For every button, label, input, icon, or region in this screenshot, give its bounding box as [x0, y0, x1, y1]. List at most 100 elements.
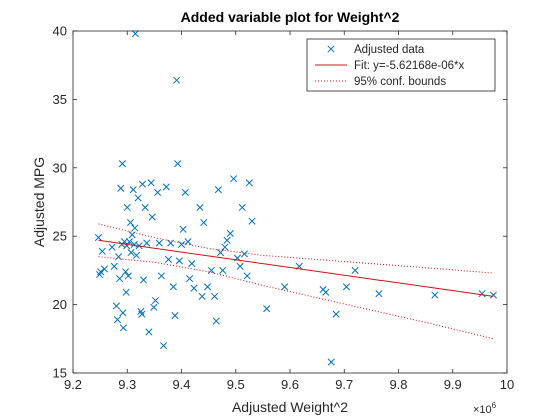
- data-point: [108, 243, 116, 251]
- data-point: [119, 324, 128, 332]
- data-point: [342, 283, 350, 291]
- data-point: [226, 229, 234, 238]
- data-point: [100, 265, 109, 273]
- x-exponent-base: ×10: [473, 404, 492, 416]
- data-point: [478, 290, 486, 298]
- y-tick-label: 35: [53, 92, 67, 107]
- data-point: [179, 225, 187, 233]
- data-point: [431, 291, 439, 299]
- data-point: [221, 243, 229, 251]
- data-point: [130, 240, 138, 248]
- confidence-bound-line: [98, 223, 494, 274]
- data-point: [489, 291, 497, 299]
- y-axis-label: Adjusted MPG: [31, 157, 47, 247]
- x-tick-label: 9.2: [64, 377, 82, 392]
- data-point: [245, 179, 253, 187]
- data-point: [175, 257, 183, 265]
- data-point: [116, 275, 124, 283]
- data-point: [122, 268, 130, 276]
- data-point: [214, 186, 222, 194]
- y-tick-label: 25: [53, 229, 67, 244]
- legend-label: Fit: y=-5.62168e-06*x: [354, 60, 465, 72]
- data-point: [157, 272, 165, 280]
- data-point: [127, 249, 135, 257]
- axes: [72, 30, 508, 374]
- data-point: [150, 303, 158, 311]
- x-tick-label: 9.4: [172, 377, 190, 392]
- x-exponent-label: ×106: [473, 401, 497, 416]
- data-point: [322, 288, 330, 296]
- legend-item: 95% conf. bounds: [315, 76, 446, 88]
- data-point: [238, 203, 246, 212]
- data-point: [281, 283, 289, 291]
- legend-label: Adjusted data: [354, 44, 425, 56]
- data-point: [181, 188, 189, 196]
- data-point: [196, 203, 204, 212]
- data-point: [145, 328, 153, 336]
- y-tick-label: 30: [53, 160, 67, 175]
- data-point: [112, 302, 120, 310]
- data-point: [351, 266, 359, 274]
- legend-marker: [327, 45, 335, 53]
- y-tick-label: 40: [53, 24, 67, 39]
- data-point: [118, 160, 126, 168]
- data-point: [207, 266, 215, 274]
- data-point: [212, 317, 220, 325]
- data-point: [122, 288, 130, 296]
- data-point: [148, 213, 156, 221]
- data-point: [154, 188, 162, 196]
- data-point: [151, 296, 160, 305]
- data-layer: [94, 30, 497, 366]
- y-tick-label: 15: [53, 366, 67, 381]
- data-point: [375, 290, 383, 298]
- data-point: [203, 283, 212, 291]
- data-point: [184, 238, 192, 246]
- data-point: [327, 358, 335, 366]
- x-tick-label: 9.8: [389, 377, 407, 392]
- x-tick-label: 10: [500, 377, 514, 392]
- data-point: [98, 247, 106, 255]
- x-axis-label: Adjusted Weight^2: [232, 399, 348, 415]
- data-point: [139, 276, 148, 284]
- data-point: [131, 224, 139, 232]
- data-point: [94, 234, 103, 242]
- data-point: [248, 217, 256, 225]
- x-tick-label: 9.6: [281, 377, 299, 392]
- data-point: [155, 239, 163, 247]
- data-point: [119, 309, 127, 317]
- data-point: [223, 236, 231, 244]
- data-point: [217, 249, 225, 257]
- legend-item: Fit: y=-5.62168e-06*x: [315, 60, 465, 72]
- x-tick-label: 9.9: [444, 377, 462, 392]
- data-point: [173, 76, 181, 84]
- data-point: [138, 310, 146, 318]
- data-point: [230, 175, 238, 183]
- legend-label: 95% conf. bounds: [354, 76, 446, 88]
- confidence-bound-line: [98, 256, 494, 340]
- x-tick-label: 9.7: [335, 377, 353, 392]
- data-point: [236, 262, 244, 270]
- data-point: [110, 262, 118, 270]
- data-point: [97, 268, 105, 276]
- y-tick-label: 20: [53, 297, 67, 312]
- data-point: [126, 218, 135, 227]
- x-tick-label: 9.3: [118, 377, 136, 392]
- data-point: [131, 30, 139, 38]
- data-point: [263, 305, 271, 313]
- data-point: [240, 250, 248, 258]
- svg-text:×106: ×106: [473, 401, 497, 416]
- data-point: [124, 272, 132, 280]
- data-point: [117, 184, 125, 192]
- data-point: [132, 251, 141, 259]
- data-point: [190, 284, 198, 292]
- legend-item: Adjusted data: [327, 44, 425, 56]
- data-point: [169, 283, 177, 291]
- data-point: [174, 160, 182, 168]
- data-point: [243, 272, 251, 280]
- data-point: [332, 310, 340, 318]
- data-point: [171, 311, 179, 320]
- data-point: [125, 238, 133, 246]
- chart-title: Added variable plot for Weight^2: [181, 9, 400, 25]
- legend: Adjusted data Fit: y=-5.62168e-06*x 95% co…: [306, 38, 496, 92]
- fit-line: [98, 239, 494, 297]
